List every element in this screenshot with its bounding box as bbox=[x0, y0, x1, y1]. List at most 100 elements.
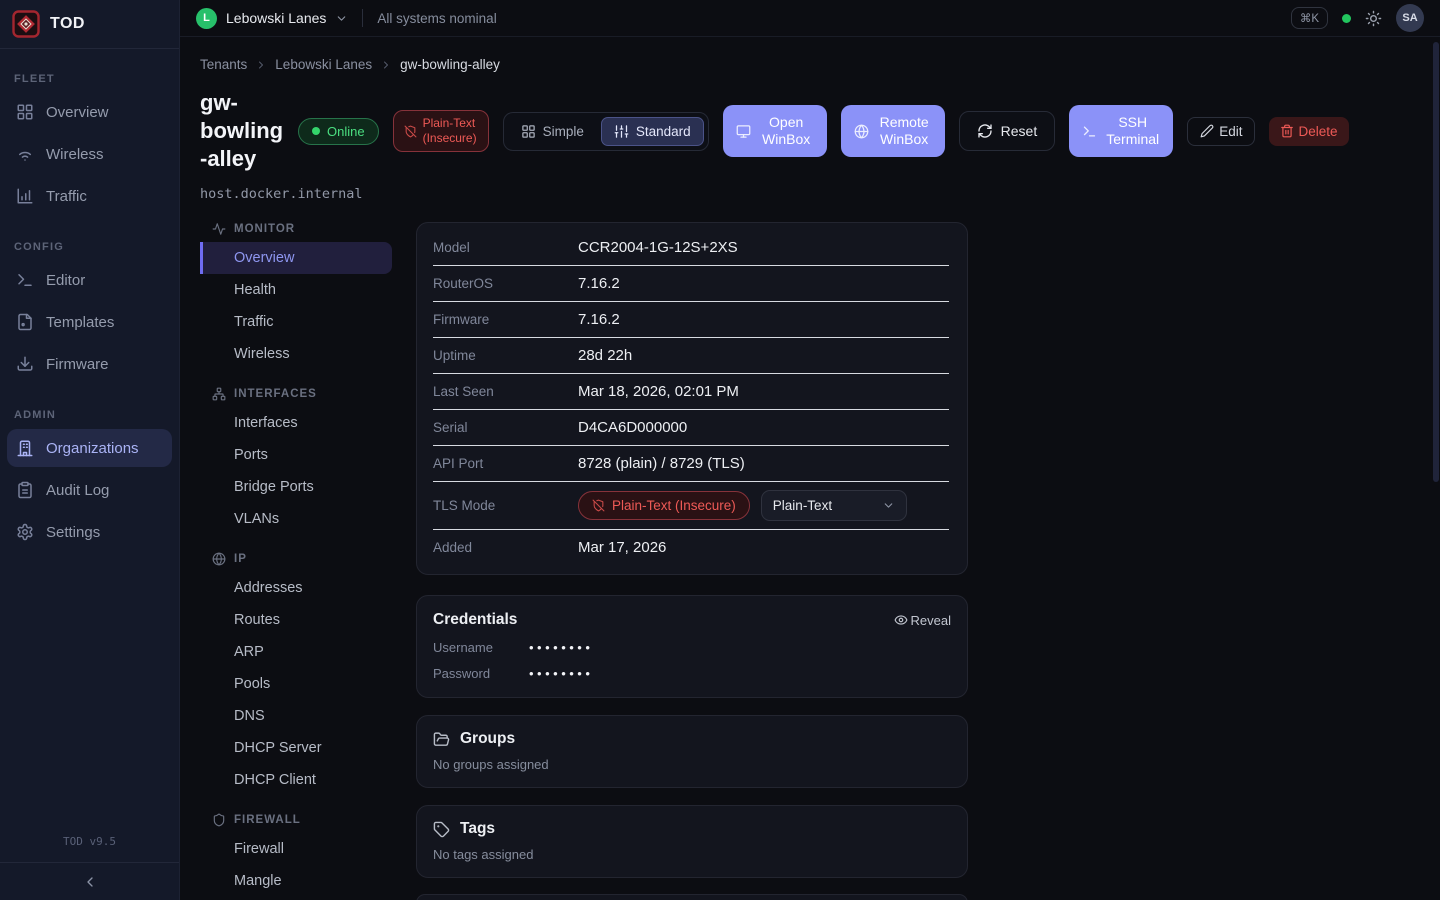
file-icon bbox=[16, 313, 34, 331]
ssh-terminal-button[interactable]: SSH Terminal bbox=[1069, 105, 1174, 157]
online-status-badge: Online bbox=[298, 117, 379, 145]
masked-password: •••••••• bbox=[529, 666, 594, 681]
sidebar-item-label: Editor bbox=[46, 271, 86, 289]
open-winbox-button[interactable]: Open WinBox bbox=[722, 105, 827, 157]
wifi-icon bbox=[16, 145, 34, 163]
monitor-icon bbox=[736, 124, 751, 139]
online-dot-icon bbox=[312, 127, 320, 135]
subnav-item-overview[interactable]: Overview bbox=[200, 242, 392, 274]
subnav-item-routes[interactable]: Routes bbox=[234, 612, 280, 628]
view-mode-standard[interactable]: Standard bbox=[600, 116, 704, 146]
view-mode-simple[interactable]: Simple bbox=[508, 117, 597, 146]
subnav-section-firewall: FIREWALL bbox=[212, 813, 392, 827]
bar-chart-icon bbox=[16, 187, 34, 205]
sidebar-item-editor[interactable]: Editor bbox=[7, 261, 172, 299]
view-mode-toggle: Simple Standard bbox=[502, 111, 709, 151]
user-avatar[interactable]: SA bbox=[1396, 4, 1424, 32]
sidebar-item-settings[interactable]: Settings bbox=[7, 513, 172, 551]
edit-button[interactable]: Edit bbox=[1187, 116, 1256, 146]
connection-status-dot bbox=[1342, 13, 1351, 23]
sidebar-item-wireless[interactable]: Wireless bbox=[7, 135, 172, 173]
tenant-switcher[interactable]: L Lebowski Lanes bbox=[196, 7, 348, 29]
chevron-left-icon bbox=[82, 874, 98, 890]
grid-icon bbox=[16, 103, 34, 121]
network-icon bbox=[212, 387, 226, 401]
subnav-item-addresses[interactable]: Addresses bbox=[234, 580, 303, 596]
breadcrumb-tenant[interactable]: Lebowski Lanes bbox=[275, 57, 373, 72]
subnav-item-ports[interactable]: Ports bbox=[234, 447, 268, 463]
theme-toggle-sun-icon[interactable] bbox=[1365, 10, 1382, 27]
detail-row-last-seen: Last Seen Mar 18, 2026, 02:01 PM bbox=[433, 374, 949, 410]
tenant-name: Lebowski Lanes bbox=[226, 10, 327, 26]
sliders-icon bbox=[614, 124, 629, 139]
subnav-section-interfaces: INTERFACES bbox=[212, 387, 392, 401]
pencil-icon bbox=[1200, 124, 1214, 138]
subnav-section-monitor: MONITOR bbox=[212, 222, 392, 236]
sidebar-item-label: Firmware bbox=[46, 355, 109, 373]
tag-icon bbox=[433, 821, 450, 838]
insecure-tls-badge: Plain-Text (Insecure) bbox=[392, 110, 489, 152]
refresh-icon bbox=[977, 123, 993, 139]
sidebar-section-fleet: FLEET bbox=[14, 73, 55, 85]
gear-icon bbox=[16, 523, 34, 541]
sidebar-item-label: Templates bbox=[46, 313, 115, 331]
sidebar-item-label: Wireless bbox=[46, 145, 104, 163]
sidebar-item-organizations[interactable]: Organizations bbox=[7, 429, 172, 467]
breadcrumb-tenants[interactable]: Tenants bbox=[200, 57, 248, 72]
detail-row-added: Added Mar 17, 2026 bbox=[433, 539, 667, 556]
shield-off-icon bbox=[592, 499, 605, 512]
sidebar-item-label: Overview bbox=[46, 103, 109, 121]
tls-mode-select[interactable]: Plain-Text bbox=[760, 490, 907, 521]
detail-row-serial: Serial D4CA6D000000 bbox=[433, 410, 949, 446]
sidebar-item-label: Audit Log bbox=[46, 481, 110, 499]
subnav-item-dhcp-server[interactable]: DHCP Server bbox=[234, 740, 322, 756]
tags-card: Tags No tags assigned bbox=[416, 805, 968, 878]
building-icon bbox=[16, 439, 34, 457]
breadcrumb: Tenants Lebowski Lanes gw-bowling-alley bbox=[200, 57, 1416, 72]
subnav-item-bridge-ports[interactable]: Bridge Ports bbox=[234, 479, 314, 495]
subnav-item-wireless[interactable]: Wireless bbox=[234, 346, 290, 362]
delete-button[interactable]: Delete bbox=[1269, 116, 1349, 146]
reveal-credentials-button[interactable]: Reveal bbox=[894, 613, 951, 628]
folder-open-icon bbox=[433, 731, 450, 748]
system-status-text: All systems nominal bbox=[377, 10, 497, 26]
sidebar-item-templates[interactable]: Templates bbox=[7, 303, 172, 341]
detail-row-tls-mode: TLS Mode Plain-Text (Insecure) Plain-Tex… bbox=[433, 482, 949, 530]
remote-winbox-button[interactable]: Remote WinBox bbox=[840, 105, 945, 157]
terminal-icon bbox=[16, 271, 34, 289]
command-palette-button[interactable]: ⌘K bbox=[1290, 7, 1328, 29]
subnav-item-mangle[interactable]: Mangle bbox=[234, 873, 282, 889]
chevron-down-icon bbox=[882, 499, 895, 512]
sidebar-section-config: CONFIG bbox=[14, 241, 64, 253]
sidebar-item-audit-log[interactable]: Audit Log bbox=[7, 471, 172, 509]
chevron-right-icon bbox=[255, 59, 267, 71]
page-scrollbar[interactable] bbox=[1433, 42, 1439, 482]
topbar-divider bbox=[362, 9, 364, 27]
main-area: L Lebowski Lanes All systems nominal ⌘K … bbox=[180, 0, 1440, 900]
groups-empty-text: No groups assigned bbox=[433, 757, 549, 772]
subnav-item-firewall[interactable]: Firewall bbox=[234, 841, 284, 857]
sidebar-section-admin: ADMIN bbox=[14, 409, 57, 421]
device-detail-cards: Model CCR2004-1G-12S+2XS RouterOS 7.16.2… bbox=[416, 222, 968, 900]
sidebar-item-traffic[interactable]: Traffic bbox=[7, 177, 172, 215]
sidebar-item-overview[interactable]: Overview bbox=[7, 93, 172, 131]
subnav-item-dhcp-client[interactable]: DHCP Client bbox=[234, 772, 316, 788]
reset-button[interactable]: Reset bbox=[958, 111, 1056, 151]
sidebar-item-firmware[interactable]: Firmware bbox=[7, 345, 172, 383]
subnav-item-dns[interactable]: DNS bbox=[234, 708, 265, 724]
subnav-item-health[interactable]: Health bbox=[234, 282, 276, 298]
grid-icon bbox=[521, 124, 536, 139]
subnav-item-interfaces[interactable]: Interfaces bbox=[234, 415, 298, 431]
sidebar-item-label: Traffic bbox=[46, 187, 87, 205]
groups-card: Groups No groups assigned bbox=[416, 715, 968, 788]
sidebar-item-label: Settings bbox=[46, 523, 101, 541]
subnav-item-arp[interactable]: ARP bbox=[234, 644, 264, 660]
credentials-card: Credentials Reveal Username •••••••• Pas… bbox=[416, 595, 968, 698]
clipboard-icon bbox=[16, 481, 34, 499]
shield-off-icon bbox=[404, 125, 417, 138]
sidebar-collapse-button[interactable] bbox=[0, 862, 179, 900]
subnav-item-traffic[interactable]: Traffic bbox=[234, 314, 274, 330]
tags-empty-text: No tags assigned bbox=[433, 847, 534, 862]
subnav-item-vlans[interactable]: VLANs bbox=[234, 511, 280, 527]
subnav-item-pools[interactable]: Pools bbox=[234, 676, 271, 692]
